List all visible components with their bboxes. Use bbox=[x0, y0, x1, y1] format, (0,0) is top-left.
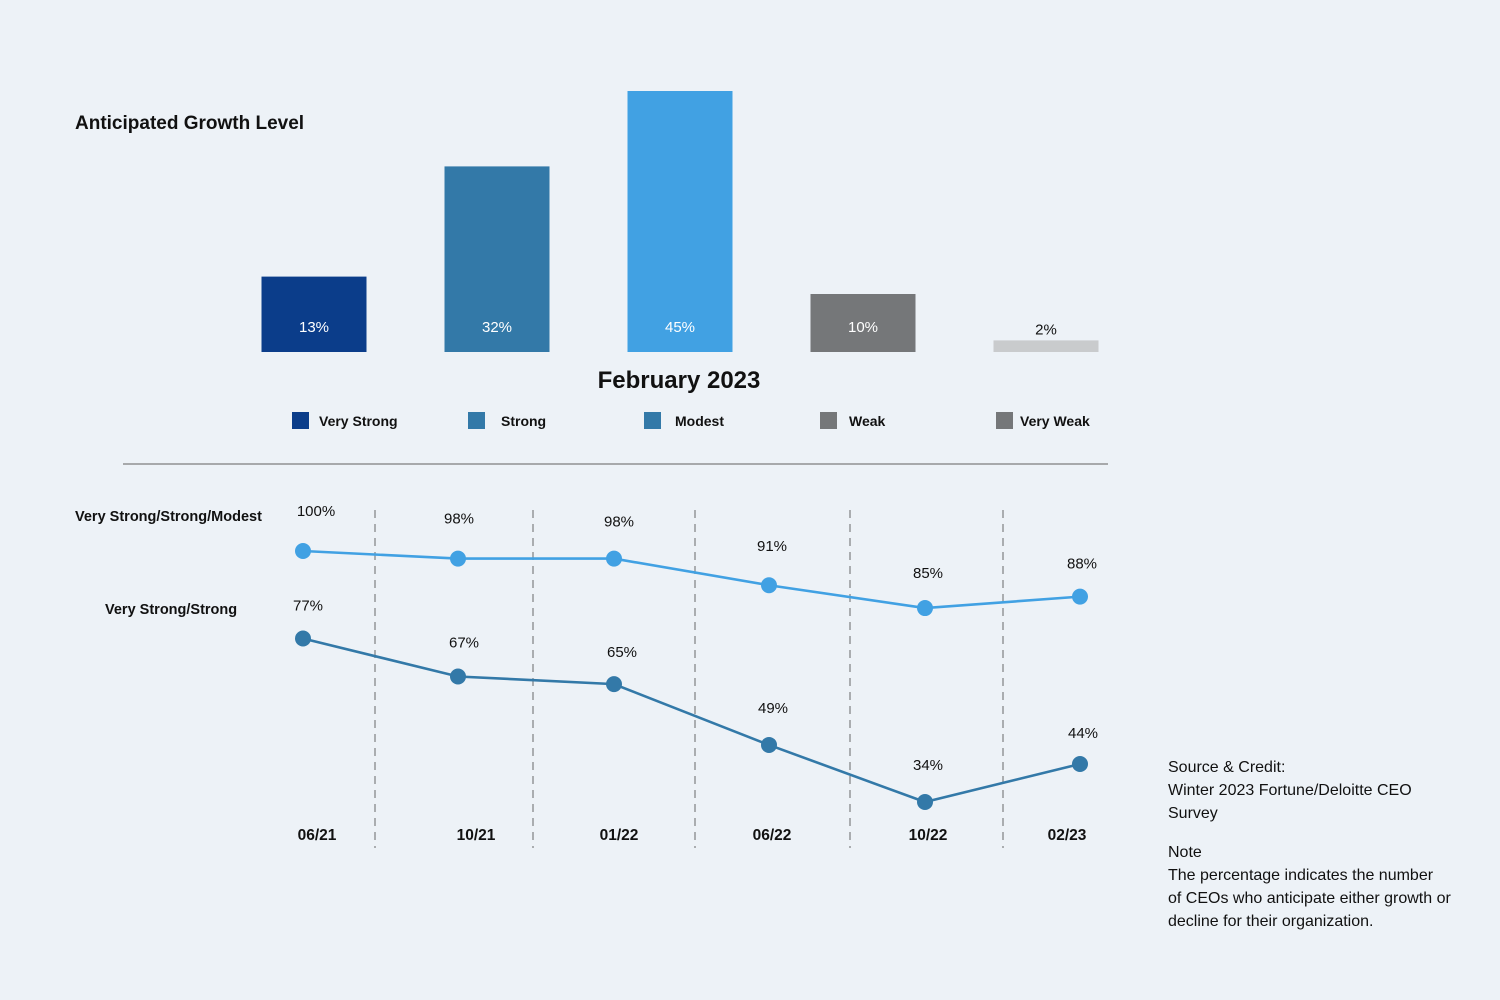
source-line: Survey bbox=[1168, 805, 1218, 822]
bar-value-label: 10% bbox=[848, 319, 878, 336]
series-line-very-strong-strong bbox=[302, 637, 1081, 804]
data-label: 49% bbox=[758, 700, 788, 717]
data-point bbox=[606, 676, 622, 693]
legend-item-modest: Modest bbox=[644, 412, 724, 429]
data-point bbox=[917, 794, 933, 810]
note-block: Note The percentage indicates the number… bbox=[1168, 841, 1451, 933]
legend-swatch bbox=[644, 412, 661, 429]
legend-item-weak: Weak bbox=[820, 412, 885, 429]
legend-swatch bbox=[820, 412, 837, 429]
bar-very-strong bbox=[261, 276, 367, 352]
data-point bbox=[295, 630, 311, 647]
legend-label: Strong bbox=[501, 412, 547, 429]
data-label: 85% bbox=[913, 565, 943, 582]
data-point bbox=[761, 577, 777, 594]
data-label: 91% bbox=[757, 538, 787, 555]
bar-value-label: 13% bbox=[299, 319, 329, 336]
legend-label: Very Strong bbox=[319, 412, 398, 429]
x-tick-label: 01/22 bbox=[600, 827, 639, 844]
legend-item-very-strong: Very Strong bbox=[292, 412, 398, 429]
legend-label: Modest bbox=[675, 412, 724, 429]
series-label-very-strong-strong: Very Strong/Strong bbox=[105, 602, 238, 618]
data-point bbox=[1072, 588, 1088, 605]
x-tick-label: 10/21 bbox=[457, 827, 496, 844]
legend-label: Weak bbox=[849, 412, 886, 429]
note-line: The percentage indicates the number bbox=[1168, 867, 1434, 884]
data-point bbox=[295, 543, 311, 559]
data-point bbox=[1072, 755, 1088, 772]
source-heading: Source & Credit: bbox=[1168, 759, 1286, 776]
bar-very-weak bbox=[993, 340, 1099, 352]
data-label: 77% bbox=[293, 597, 323, 614]
x-tick-label: 10/22 bbox=[909, 827, 948, 844]
bar-value-label: 32% bbox=[482, 319, 512, 336]
legend-item-strong: Strong bbox=[468, 412, 546, 429]
bar-chart-subtitle: February 2023 bbox=[597, 367, 761, 394]
data-point bbox=[917, 600, 933, 617]
legend-item-very-weak: Very Weak bbox=[996, 412, 1090, 429]
x-tick-label: 06/21 bbox=[298, 827, 337, 844]
data-label: 88% bbox=[1067, 556, 1097, 573]
bar-chart-title: Anticipated Growth Level bbox=[75, 113, 305, 134]
legend-swatch bbox=[996, 412, 1013, 429]
data-point bbox=[450, 550, 466, 567]
source-credit: Source & Credit: Winter 2023 Fortune/Del… bbox=[1168, 756, 1412, 825]
series-line-very-strong-strong-modest bbox=[302, 549, 1081, 610]
x-tick-label: 06/22 bbox=[753, 827, 792, 844]
series-label-very-strong-strong-modest: Very Strong/Strong/Modest bbox=[75, 509, 262, 525]
data-label: 44% bbox=[1068, 725, 1098, 742]
data-point bbox=[450, 668, 466, 685]
data-label: 100% bbox=[297, 503, 335, 520]
note-line: decline for their organization. bbox=[1168, 913, 1374, 930]
note-heading: Note bbox=[1168, 844, 1202, 861]
data-label: 98% bbox=[604, 514, 634, 531]
source-line: Winter 2023 Fortune/Deloitte CEO bbox=[1168, 782, 1412, 799]
bar-modest bbox=[627, 91, 733, 352]
data-label: 67% bbox=[449, 635, 479, 652]
data-label: 34% bbox=[913, 757, 943, 774]
legend-swatch bbox=[292, 412, 309, 429]
data-point bbox=[761, 736, 777, 753]
data-label: 65% bbox=[607, 644, 637, 661]
bar-strong bbox=[444, 166, 550, 352]
legend-swatch bbox=[468, 412, 485, 429]
data-point bbox=[606, 550, 622, 567]
bar-weak bbox=[810, 294, 916, 352]
data-label: 98% bbox=[444, 511, 474, 528]
note-line: of CEOs who anticipate either growth or bbox=[1168, 890, 1451, 907]
x-tick-label: 02/23 bbox=[1048, 827, 1087, 844]
legend-label: Very Weak bbox=[1020, 412, 1090, 429]
bar-value-label: 45% bbox=[665, 319, 695, 336]
bar-value-label: 2% bbox=[1035, 321, 1057, 338]
